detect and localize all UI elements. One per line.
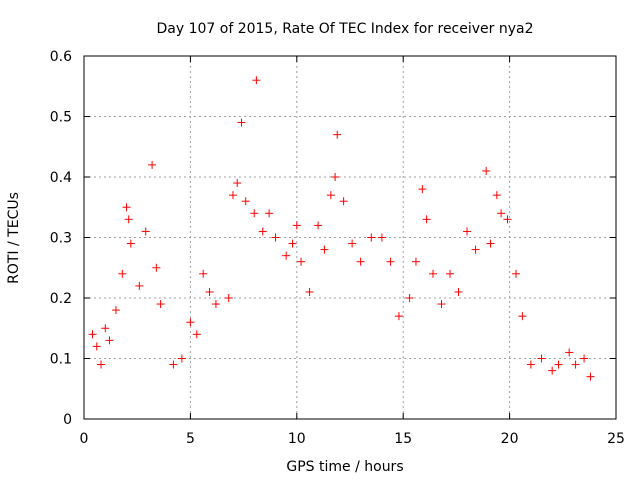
- y-tick-label: 0.1: [50, 352, 72, 368]
- data-point: [126, 239, 135, 248]
- x-tick-label: 25: [607, 431, 625, 447]
- data-point: [271, 233, 280, 242]
- data-point: [571, 360, 580, 369]
- data-point: [482, 166, 491, 175]
- y-tick-label: 0.6: [50, 49, 72, 65]
- data-point: [580, 354, 589, 363]
- data-point: [486, 239, 495, 248]
- data-point: [446, 269, 455, 278]
- data-point: [471, 245, 480, 254]
- data-point: [92, 342, 101, 351]
- gridlines: [84, 56, 616, 419]
- data-point: [152, 263, 161, 272]
- data-point: [288, 239, 297, 248]
- data-point: [405, 294, 414, 302]
- data-point: [211, 300, 220, 309]
- data-point: [224, 294, 233, 302]
- chart-title: Day 107 of 2015, Rate Of TEC Index for r…: [156, 21, 533, 37]
- data-point: [326, 191, 335, 200]
- data-point: [348, 239, 357, 248]
- data-point: [422, 215, 431, 224]
- data-point: [118, 269, 127, 278]
- data-point: [282, 251, 291, 260]
- data-point: [177, 354, 186, 363]
- data-point: [437, 300, 446, 309]
- data-point: [135, 281, 144, 290]
- data-point: [233, 179, 242, 188]
- data-point: [492, 191, 501, 200]
- data-point: [105, 336, 114, 345]
- x-tick-label: 10: [288, 431, 306, 447]
- data-point: [186, 318, 195, 327]
- data-point: [356, 257, 365, 266]
- data-point: [497, 209, 506, 218]
- data-point: [428, 269, 437, 278]
- data-point: [565, 348, 574, 357]
- data-point: [367, 233, 376, 242]
- x-tick-label: 15: [394, 431, 412, 447]
- data-point: [537, 354, 546, 363]
- y-tick-label: 0.2: [50, 291, 72, 307]
- data-point: [586, 372, 595, 381]
- data-point: [377, 233, 386, 242]
- y-axis-label: ROTI / TECUs: [6, 192, 22, 284]
- data-point: [463, 227, 472, 236]
- data-point: [252, 76, 261, 85]
- data-point: [228, 191, 237, 200]
- data-point: [418, 185, 427, 194]
- x-tick-label: 0: [80, 431, 89, 447]
- y-tick-label: 0.5: [50, 110, 72, 126]
- data-point: [331, 173, 340, 181]
- data-point: [297, 257, 306, 266]
- data-point: [199, 269, 208, 278]
- data-point: [205, 287, 214, 296]
- data-point: [101, 324, 110, 333]
- x-axis-label: GPS time / hours: [286, 459, 403, 475]
- data-point: [320, 245, 329, 254]
- data-point: [333, 130, 342, 139]
- data-point: [314, 221, 323, 230]
- data-point: [88, 330, 97, 339]
- axis-ticks: 0 5 10 15 20 25 0 0.1 0.2 0.3 0.4 0.5 0.6: [50, 49, 625, 447]
- data-point: [148, 160, 157, 169]
- data-point: [122, 203, 131, 212]
- data-point: [339, 197, 348, 206]
- data-point: [526, 360, 535, 369]
- data-point: [169, 360, 178, 369]
- data-point: [554, 360, 563, 369]
- y-tick-label: 0: [63, 412, 72, 428]
- y-tick-label: 0.3: [50, 231, 72, 247]
- data-point: [265, 209, 274, 218]
- data-point: [97, 360, 106, 369]
- y-tick-label: 0.4: [50, 170, 72, 186]
- x-tick-label: 5: [186, 431, 195, 447]
- data-point: [394, 312, 403, 321]
- data-point: [454, 287, 463, 296]
- data-point: [237, 118, 246, 127]
- data-point: [156, 300, 165, 309]
- data-point: [305, 287, 314, 296]
- data-point: [503, 215, 512, 224]
- data-point: [241, 197, 250, 206]
- data-point: [292, 221, 301, 230]
- data-point: [141, 227, 150, 236]
- data-point: [111, 306, 120, 315]
- data-point: [548, 366, 557, 375]
- data-point: [386, 257, 395, 266]
- data-point: [411, 257, 420, 266]
- x-tick-label: 20: [501, 431, 519, 447]
- data-point: [258, 227, 267, 236]
- data-point: [124, 215, 133, 224]
- data-point: [518, 312, 527, 321]
- data-points: [88, 76, 595, 381]
- data-point: [192, 330, 201, 339]
- data-point: [511, 269, 520, 278]
- data-point: [250, 209, 259, 218]
